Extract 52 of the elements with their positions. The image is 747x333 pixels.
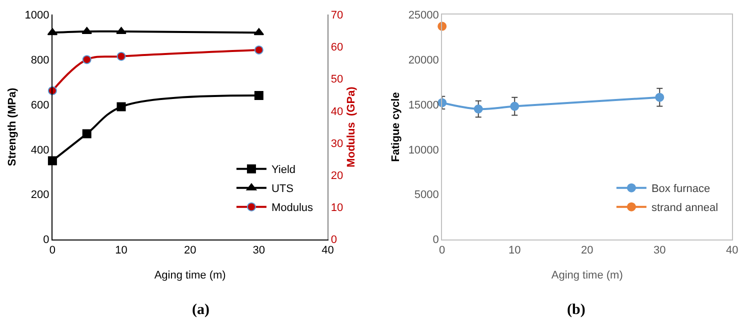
legend-label: Yield (271, 164, 296, 176)
x-tick-label: 20 (581, 244, 594, 257)
point (254, 45, 264, 54)
point (116, 26, 126, 34)
y2-tick-label: 70 (330, 9, 344, 22)
x-tick-label: 30 (252, 244, 266, 257)
point (116, 102, 126, 112)
x-axis-title: Aging time (m) (154, 270, 226, 282)
y2-tick-label: 10 (330, 202, 344, 214)
point (48, 156, 57, 166)
x-axis-title: Aging time (m) (551, 270, 623, 282)
legend-label: strand anneal (651, 202, 718, 214)
x-tick-label: 10 (508, 244, 521, 257)
y2-tick-label: 60 (330, 42, 344, 54)
y-axis-title: Strength (MPa) (6, 88, 18, 166)
point (82, 26, 92, 34)
y-tick-label: 1000 (24, 9, 50, 22)
x-tick-label: 40 (726, 244, 738, 257)
y-tick-label: 200 (30, 189, 50, 202)
y-tick-label: 10000 (408, 144, 439, 156)
point (474, 104, 483, 114)
y-tick-label: 20000 (408, 54, 439, 66)
legend-label: Modulus (271, 202, 314, 214)
y2-axis-title: Modulus (GPa) (345, 86, 358, 168)
point (510, 102, 520, 111)
point (82, 55, 92, 64)
legend-label: UTS (271, 183, 294, 196)
y-tick-label: 600 (30, 99, 50, 112)
x-tick-label: 20 (184, 244, 196, 257)
x-tick-label: 30 (654, 244, 666, 257)
y-tick-label: 15000 (408, 99, 439, 112)
y-tick-label: 25000 (408, 9, 439, 22)
point (655, 92, 664, 102)
y-tick-label: 5000 (414, 189, 439, 202)
x-tick-label: 10 (115, 244, 128, 257)
y-tick-label: 400 (30, 144, 50, 156)
y2-tick-label: 40 (330, 106, 344, 118)
text: (a) (192, 302, 210, 318)
y2-tick-label: 0 (330, 234, 338, 246)
y-tick-label: 800 (30, 54, 50, 66)
y2-tick-label: 20 (330, 170, 344, 182)
point (82, 129, 92, 138)
legend-label: Box furnace (651, 183, 710, 196)
x-tick-label: 40 (322, 244, 334, 257)
y2-tick-label: 30 (330, 138, 344, 150)
text: (b) (567, 302, 586, 318)
y-tick-label: 0 (432, 234, 439, 246)
point (116, 52, 126, 61)
y2-tick-label: 50 (330, 74, 344, 86)
point (254, 91, 264, 100)
y-axis-title: Fatigue cycle (390, 92, 402, 162)
y-tick-label: 0 (43, 234, 50, 246)
